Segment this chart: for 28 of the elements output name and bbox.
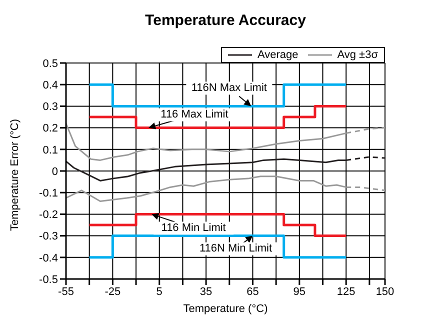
annotation: 116 Max Limit	[160, 108, 228, 121]
annotation: 116 Min Limit	[161, 222, 226, 234]
y-tick-label: -0.2	[39, 209, 58, 222]
x-tick-label: 65	[246, 286, 259, 298]
y-tick-label: 0.4	[42, 80, 58, 92]
x-tick-label: 5	[156, 286, 162, 298]
x-tick-label: -25	[104, 286, 121, 298]
y-tick-label: -0.1	[39, 188, 58, 200]
annotation: 116N Max Limit	[191, 82, 267, 94]
y-tick-label: -0.5	[39, 274, 58, 286]
y-tick-label: 0.1	[42, 144, 58, 156]
x-tick-label: 35	[200, 286, 212, 298]
x-tick-label: 95	[293, 286, 306, 298]
y-tick-label: 0.2	[42, 122, 58, 135]
y-tick-label: -0.3	[39, 230, 58, 243]
annotation: 116N Min Limit	[199, 242, 272, 255]
x-tick-label: 125	[336, 286, 356, 298]
y-axis-title: Temperature Error (°C)	[8, 119, 21, 231]
chart-title: Temperature Accuracy	[144, 12, 307, 29]
x-tick-label: 150	[376, 286, 394, 298]
x-axis-title: Temperature (°C)	[183, 303, 268, 315]
legend-label: Average	[256, 49, 298, 61]
legend-label: Avg ±3σ	[336, 49, 378, 61]
y-tick-label: -0.4	[39, 252, 58, 264]
y-tick-label: 0.5	[42, 58, 58, 70]
y-tick-label: 0	[52, 166, 58, 178]
x-tick-label: -55	[58, 286, 74, 298]
y-tick-label: 0.3	[42, 101, 58, 114]
